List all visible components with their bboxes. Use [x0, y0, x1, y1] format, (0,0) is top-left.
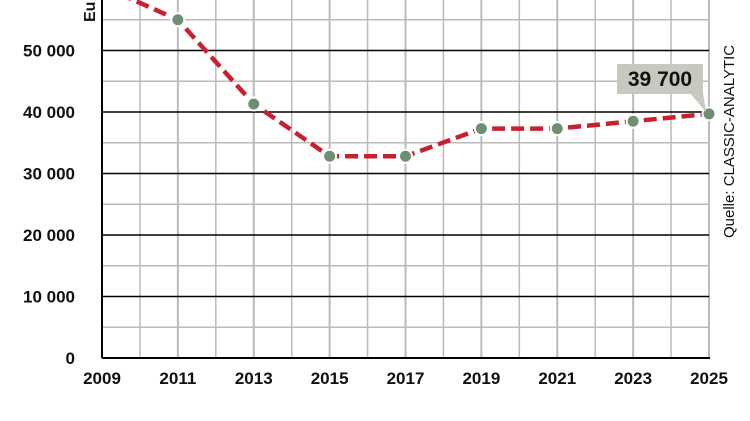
data-point	[322, 148, 338, 164]
y-tick-label: 0	[66, 349, 75, 368]
x-tick-label: 2017	[387, 369, 425, 388]
y-tick-label: 10 000	[23, 288, 75, 307]
callout-value: 39 700	[628, 68, 692, 91]
callout-pointer	[690, 93, 706, 112]
y-tick-label: 40 000	[23, 103, 75, 122]
x-tick-label: 2025	[690, 369, 728, 388]
x-tick-label: 2009	[83, 369, 121, 388]
y-tick-label: 20 000	[23, 226, 75, 245]
x-tick-label: 2015	[311, 369, 349, 388]
y-tick-labels: 0 10 000 20 000 30 000 40 000 50 000	[23, 42, 75, 369]
y-tick-label: 30 000	[23, 165, 75, 184]
y-axis-unit-label: Eu	[82, 2, 99, 22]
data-point	[246, 96, 262, 112]
x-tick-label: 2023	[614, 369, 652, 388]
value-callout: 39 700	[617, 64, 706, 112]
y-tick-label: 50 000	[23, 42, 75, 61]
data-point	[398, 148, 413, 164]
data-point	[625, 113, 641, 129]
callout-box	[617, 64, 703, 94]
data-point	[473, 121, 489, 137]
x-tick-labels: 2009 2011 2013 2015 2017 2019 2021 2023 2025	[83, 369, 728, 388]
x-tick-label: 2013	[235, 369, 273, 388]
x-tick-label: 2019	[462, 369, 500, 388]
source-note: Quelle: CLASSIC-ANALYTIC	[721, 45, 738, 238]
data-points	[170, 12, 717, 164]
axes	[101, 0, 710, 359]
data-point	[170, 12, 186, 28]
grid	[102, 0, 710, 358]
x-tick-label: 2021	[538, 369, 576, 388]
x-tick-label: 2011	[159, 369, 196, 388]
data-point	[549, 121, 565, 137]
